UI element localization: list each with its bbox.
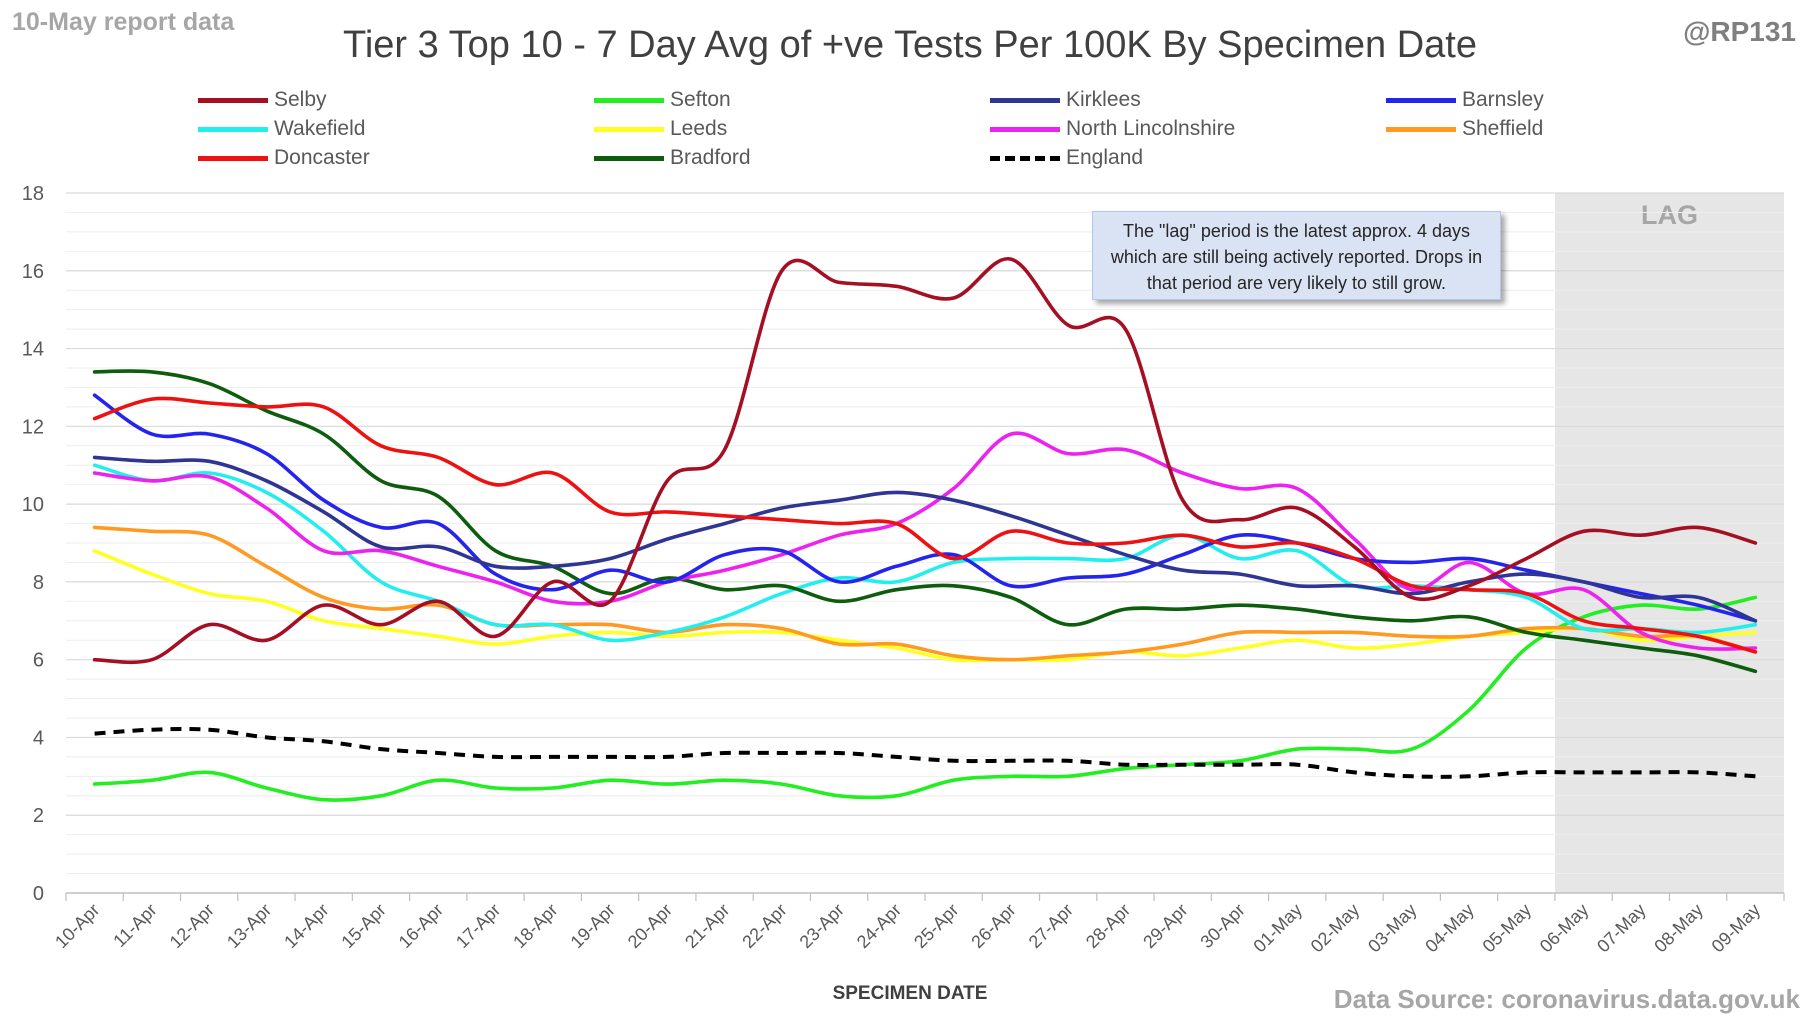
- legend-label: Sheffield: [1462, 117, 1544, 140]
- x-tick-label: 23-Apr: [796, 900, 848, 952]
- x-tick-label: 12-Apr: [166, 900, 218, 952]
- legend-item: Selby: [198, 86, 327, 114]
- legend-item: Sefton: [594, 86, 731, 114]
- x-tick-label: 08-May: [1650, 900, 1707, 957]
- x-tick-label: 07-May: [1593, 900, 1650, 957]
- lag-label: LAG: [1641, 200, 1698, 230]
- x-tick-label: 05-May: [1479, 900, 1536, 957]
- legend-swatch: [1386, 97, 1456, 103]
- legend-item: Doncaster: [198, 144, 370, 172]
- x-tick-label: 11-Apr: [109, 900, 160, 951]
- x-tick-label: 20-Apr: [624, 900, 676, 952]
- report-date-label: 10-May report data: [12, 8, 235, 36]
- legend-label: Bradford: [670, 146, 751, 169]
- x-tick-label: 01-May: [1249, 900, 1306, 957]
- x-tick-label: 02-May: [1307, 900, 1364, 957]
- legend-label: Leeds: [670, 117, 728, 140]
- series-line-sefton: [92, 595, 1758, 802]
- x-tick-label: 18-Apr: [509, 900, 561, 952]
- y-tick-label: 6: [33, 650, 44, 672]
- y-tick-label: 2: [33, 805, 44, 827]
- x-tick-label: 29-Apr: [1139, 900, 1191, 952]
- x-tick-label: 22-Apr: [738, 900, 790, 952]
- x-axis-title: SPECIMEN DATE: [832, 983, 988, 1004]
- legend-swatch: [594, 155, 664, 161]
- legend-swatch: [990, 155, 1060, 161]
- x-tick-label: 21-Apr: [681, 900, 733, 952]
- x-tick-label: 16-Apr: [395, 900, 447, 952]
- series-line-selby: [92, 257, 1758, 665]
- x-tick-label: 14-Apr: [280, 900, 332, 952]
- legend-swatch: [594, 126, 664, 132]
- x-tick-label: 24-Apr: [853, 900, 905, 952]
- y-tick-label: 4: [33, 727, 44, 749]
- lag-callout: The "lag" period is the latest approx. 4…: [1092, 211, 1501, 300]
- x-tick-label: 06-May: [1536, 900, 1593, 957]
- x-tick-label: 15-Apr: [337, 900, 389, 952]
- y-tick-label: 8: [33, 572, 44, 594]
- legend-swatch: [1386, 126, 1456, 132]
- series-line-barnsley: [92, 393, 1758, 623]
- x-tick-label: 30-Apr: [1196, 900, 1248, 952]
- legend-swatch: [594, 97, 664, 103]
- x-tick-label: 25-Apr: [910, 900, 962, 952]
- legend-swatch: [990, 97, 1060, 103]
- series-line-sheffield: [92, 525, 1758, 662]
- legend-item: England: [990, 144, 1143, 172]
- y-tick-label: 0: [33, 883, 44, 905]
- series-lines: [92, 257, 1758, 802]
- legend-label: England: [1066, 146, 1144, 169]
- x-tick-label: 26-Apr: [967, 900, 1019, 952]
- chart-title: Tier 3 Top 10 - 7 Day Avg of +ve Tests P…: [343, 24, 1477, 66]
- legend-label: Wakefield: [274, 117, 366, 140]
- x-tick-label: 10-Apr: [51, 900, 103, 952]
- x-tick-label: 04-May: [1421, 900, 1478, 957]
- x-tick-label: 17-Apr: [452, 900, 504, 952]
- legend-item: Wakefield: [198, 115, 365, 143]
- author-handle: @RP131: [1683, 16, 1796, 47]
- legend-label: Kirklees: [1066, 88, 1141, 111]
- legend-swatch: [990, 126, 1060, 132]
- legend-label: Doncaster: [274, 146, 370, 169]
- series-line-north-lincolnshire: [92, 431, 1758, 651]
- legend-label: Barnsley: [1462, 88, 1544, 111]
- legend-label: Selby: [274, 88, 327, 111]
- legend-item: Barnsley: [1386, 86, 1544, 114]
- legend-swatch: [198, 97, 268, 103]
- y-tick-label: 12: [22, 416, 44, 438]
- y-tick-label: 10: [22, 494, 44, 516]
- x-tick-label: 19-Apr: [567, 900, 619, 952]
- y-tick-label: 16: [22, 261, 44, 283]
- series-line-bradford: [92, 369, 1758, 674]
- y-tick-label: 14: [22, 339, 44, 361]
- x-tick-label: 03-May: [1364, 900, 1421, 957]
- legend-item: Kirklees: [990, 86, 1141, 114]
- x-tick-label: 13-Apr: [223, 900, 275, 952]
- legend-swatch: [198, 126, 268, 132]
- legend-item: Bradford: [594, 144, 751, 172]
- legend-label: North Lincolnshire: [1066, 117, 1236, 140]
- x-tick-label: 09-May: [1708, 900, 1765, 957]
- x-tick-label: 28-Apr: [1082, 900, 1134, 952]
- data-source-label: Data Source: coronavirus.data.gov.uk: [1333, 984, 1800, 1014]
- legend-item: Sheffield: [1386, 115, 1543, 143]
- x-tick-label: 27-Apr: [1025, 900, 1077, 952]
- y-tick-label: 18: [22, 183, 44, 205]
- series-line-kirklees: [92, 455, 1758, 623]
- series-line-england: [94, 726, 1756, 779]
- legend-item: Leeds: [594, 115, 727, 143]
- series-line-doncaster: [92, 396, 1758, 654]
- legend-swatch: [198, 155, 268, 161]
- legend-label: Sefton: [670, 88, 731, 111]
- legend-item: North Lincolnshire: [990, 115, 1235, 143]
